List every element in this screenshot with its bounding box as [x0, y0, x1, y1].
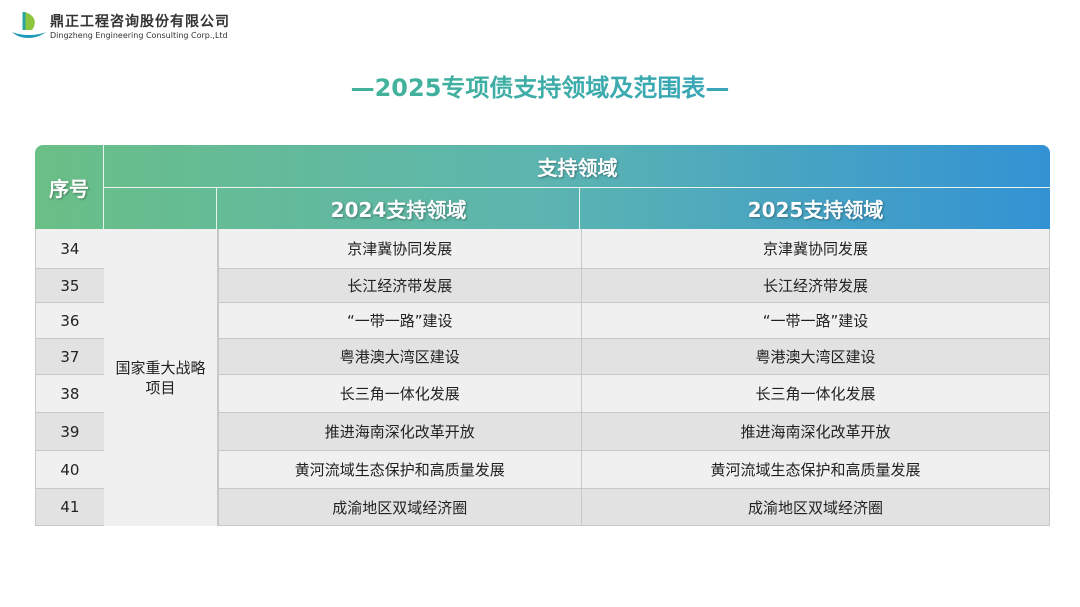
row-number: 37 — [35, 339, 105, 374]
header-2024: 2024支持领域 — [216, 187, 580, 229]
row-number: 38 — [35, 375, 105, 412]
company-name-en: Dingzheng Engineering Consulting Corp.,L… — [50, 30, 228, 40]
table-row: 39 推进海南深化改革开放 推进海南深化改革开放 — [35, 413, 1050, 451]
row-category-spacer — [105, 339, 219, 374]
company-logo: 鼎正工程咨询股份有限公司 Dingzheng Engineering Consu… — [10, 8, 230, 42]
table-header: 序号 支持领域 2024支持领域 2025支持领域 — [35, 145, 1051, 229]
cell-2024: 京津冀协同发展 — [218, 229, 582, 268]
row-category-spacer — [105, 229, 219, 268]
row-category-spacer — [105, 303, 219, 338]
cell-2025: 成渝地区双域经济圈 — [581, 489, 1050, 525]
category-label: 国家重大战略项目 — [115, 358, 206, 397]
cell-2025: “一带一路”建设 — [581, 303, 1050, 338]
row-category-spacer — [105, 413, 219, 450]
cell-2024: 成渝地区双域经济圈 — [218, 489, 582, 525]
company-name-cn: 鼎正工程咨询股份有限公司 — [50, 13, 230, 30]
table-body: 国家重大战略项目 34 京津冀协同发展 京津冀协同发展 35 长江经济带发展 长江经济带发… — [35, 229, 1050, 526]
header-index: 序号 — [49, 176, 89, 201]
cell-2024: 推进海南深化改革开放 — [218, 413, 582, 450]
row-category-spacer — [105, 375, 219, 412]
row-category-spacer — [105, 489, 219, 525]
table-row: 38 长三角一体化发展 长三角一体化发展 — [35, 375, 1050, 413]
row-number: 36 — [35, 303, 105, 338]
row-number: 39 — [35, 413, 105, 450]
header-group: 支持领域 — [103, 145, 1051, 188]
category-cell: 国家重大战略项目 — [104, 229, 218, 526]
row-number: 35 — [35, 269, 105, 302]
table-row: 35 长江经济带发展 长江经济带发展 — [35, 269, 1050, 303]
row-number: 41 — [35, 489, 105, 525]
table-row: 36 “一带一路”建设 “一带一路”建设 — [35, 303, 1050, 339]
header-2025: 2025支持领域 — [579, 187, 1051, 229]
table-row: 34 京津冀协同发展 京津冀协同发展 — [35, 229, 1050, 269]
row-number: 40 — [35, 451, 105, 488]
row-category-spacer — [105, 269, 219, 302]
cell-2024: 黄河流域生态保护和高质量发展 — [218, 451, 582, 488]
cell-2025: 黄河流域生态保护和高质量发展 — [581, 451, 1050, 488]
table-row: 40 黄河流域生态保护和高质量发展 黄河流域生态保护和高质量发展 — [35, 451, 1050, 489]
table-row: 37 粤港澳大湾区建设 粤港澳大湾区建设 — [35, 339, 1050, 375]
row-number: 34 — [35, 229, 105, 268]
cell-2025: 京津冀协同发展 — [581, 229, 1050, 268]
support-areas-table: 序号 支持领域 2024支持领域 2025支持领域 国家重大战略项目 34 京津冀… — [35, 145, 1051, 526]
cell-2024: “一带一路”建设 — [218, 303, 582, 338]
row-category-spacer — [105, 451, 219, 488]
cell-2025: 粤港澳大湾区建设 — [581, 339, 1050, 374]
cell-2025: 长三角一体化发展 — [581, 375, 1050, 412]
cell-2025: 推进海南深化改革开放 — [581, 413, 1050, 450]
header-blank — [103, 187, 217, 229]
cell-2024: 长三角一体化发展 — [218, 375, 582, 412]
table-row: 41 成渝地区双域经济圈 成渝地区双域经济圈 — [35, 489, 1050, 526]
cell-2025: 长江经济带发展 — [581, 269, 1050, 302]
cell-2024: 粤港澳大湾区建设 — [218, 339, 582, 374]
cell-2024: 长江经济带发展 — [218, 269, 582, 302]
logo-icon — [12, 12, 46, 38]
page-title: —2025专项债支持领域及范围表— — [0, 68, 1080, 103]
